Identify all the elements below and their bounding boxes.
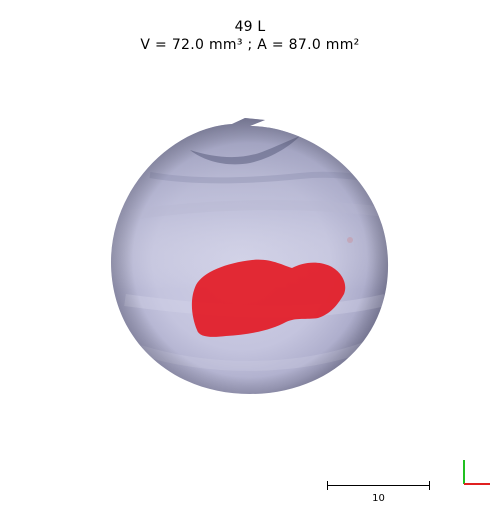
lesion-overlay <box>191 259 346 337</box>
scale-bar-line <box>327 485 430 486</box>
scale-bar: 10 <box>326 478 431 508</box>
header: 49 L V = 72.0 mm³ ; A = 87.0 mm² <box>0 18 500 54</box>
image-title: 49 L <box>234 19 266 35</box>
measurement-readout: V = 72.0 mm³ ; A = 87.0 mm² <box>140 37 360 53</box>
orientation-axes-icon <box>463 460 490 485</box>
skin-disc <box>111 118 389 394</box>
scale-bar-right-tick <box>429 481 430 490</box>
scale-bar-label: 10 <box>372 493 385 504</box>
